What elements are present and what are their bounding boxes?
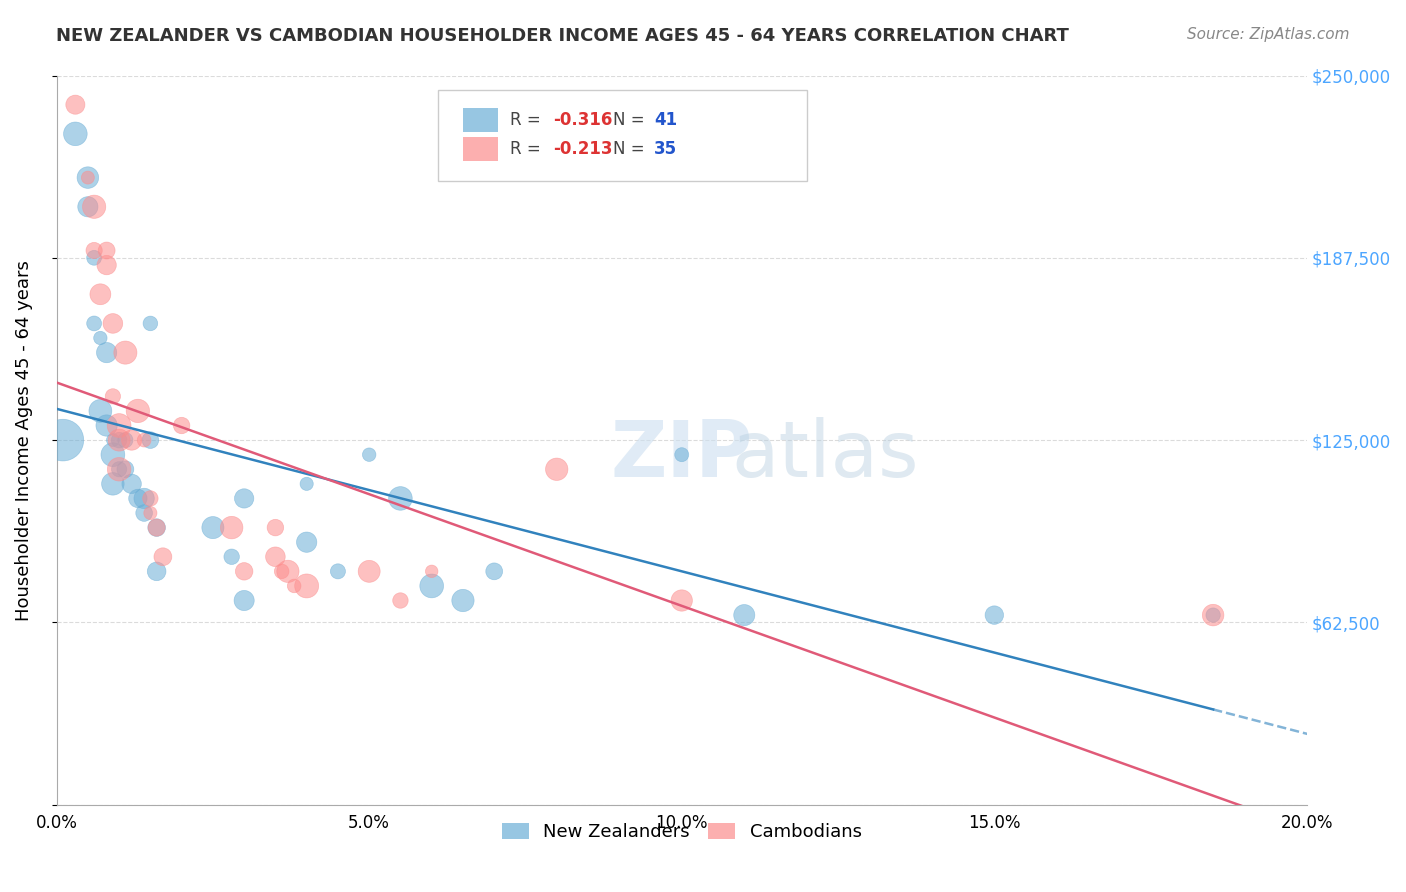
Point <box>1202 608 1225 623</box>
Point <box>359 448 381 462</box>
Point <box>83 251 105 265</box>
Point <box>221 549 243 564</box>
Point <box>96 258 118 272</box>
Point <box>733 608 755 623</box>
Text: ZIP: ZIP <box>610 417 752 492</box>
Text: N =: N = <box>613 111 650 129</box>
Point <box>221 520 243 534</box>
Point <box>145 565 167 579</box>
Point <box>295 579 318 593</box>
Point <box>127 404 149 418</box>
Point <box>277 565 299 579</box>
Point <box>170 418 193 433</box>
Point <box>295 476 318 491</box>
Point <box>76 170 98 185</box>
Text: R =: R = <box>510 111 547 129</box>
Point <box>108 418 131 433</box>
Point <box>145 520 167 534</box>
Point <box>101 317 124 331</box>
Point <box>89 404 111 418</box>
Point <box>108 433 131 447</box>
Text: R =: R = <box>510 140 547 158</box>
FancyBboxPatch shape <box>437 90 807 181</box>
Text: 35: 35 <box>654 140 678 158</box>
Point <box>121 476 143 491</box>
Point <box>101 389 124 403</box>
Point <box>127 491 149 506</box>
Point <box>295 535 318 549</box>
Point <box>546 462 568 476</box>
Point <box>76 170 98 185</box>
Text: -0.316: -0.316 <box>553 111 613 129</box>
Point <box>114 433 136 447</box>
Point <box>233 593 256 607</box>
Point <box>114 345 136 359</box>
Point <box>420 579 443 593</box>
Point <box>139 506 162 520</box>
Point <box>101 448 124 462</box>
Point <box>83 200 105 214</box>
Point <box>201 520 224 534</box>
Point <box>283 579 305 593</box>
Point <box>83 244 105 258</box>
Point <box>121 433 143 447</box>
Point <box>52 433 75 447</box>
Point <box>114 462 136 476</box>
Text: N =: N = <box>613 140 650 158</box>
Point <box>96 418 118 433</box>
Point <box>389 593 412 607</box>
Point <box>139 491 162 506</box>
Text: atlas: atlas <box>731 417 920 492</box>
FancyBboxPatch shape <box>463 137 498 161</box>
Point <box>108 433 131 447</box>
Point <box>101 433 124 447</box>
Point <box>134 491 156 506</box>
Point <box>134 506 156 520</box>
Point <box>482 565 505 579</box>
Point <box>983 608 1005 623</box>
Point <box>671 593 693 607</box>
Point <box>420 565 443 579</box>
Point <box>326 565 349 579</box>
Point <box>264 520 287 534</box>
Point <box>65 127 87 141</box>
Point <box>451 593 474 607</box>
Point <box>101 476 124 491</box>
Legend: New Zealanders, Cambodians: New Zealanders, Cambodians <box>494 814 870 850</box>
Point <box>389 491 412 506</box>
Point <box>139 433 162 447</box>
Text: Source: ZipAtlas.com: Source: ZipAtlas.com <box>1187 27 1350 42</box>
Text: NEW ZEALANDER VS CAMBODIAN HOUSEHOLDER INCOME AGES 45 - 64 YEARS CORRELATION CHA: NEW ZEALANDER VS CAMBODIAN HOUSEHOLDER I… <box>56 27 1069 45</box>
Point <box>233 565 256 579</box>
Point <box>145 520 167 534</box>
Point <box>671 448 693 462</box>
Point <box>270 565 292 579</box>
Point <box>76 200 98 214</box>
Point <box>152 549 174 564</box>
Point <box>89 331 111 345</box>
Point <box>96 345 118 359</box>
Y-axis label: Householder Income Ages 45 - 64 years: Householder Income Ages 45 - 64 years <box>15 260 32 621</box>
Point <box>139 317 162 331</box>
Point <box>134 433 156 447</box>
Text: -0.213: -0.213 <box>553 140 613 158</box>
Point <box>233 491 256 506</box>
Point <box>89 287 111 301</box>
Point <box>1202 608 1225 623</box>
Point <box>264 549 287 564</box>
Point <box>83 317 105 331</box>
Point <box>108 462 131 476</box>
Point <box>96 244 118 258</box>
Point <box>108 462 131 476</box>
Text: 41: 41 <box>654 111 678 129</box>
Point <box>65 97 87 112</box>
Point <box>359 565 381 579</box>
FancyBboxPatch shape <box>463 108 498 132</box>
